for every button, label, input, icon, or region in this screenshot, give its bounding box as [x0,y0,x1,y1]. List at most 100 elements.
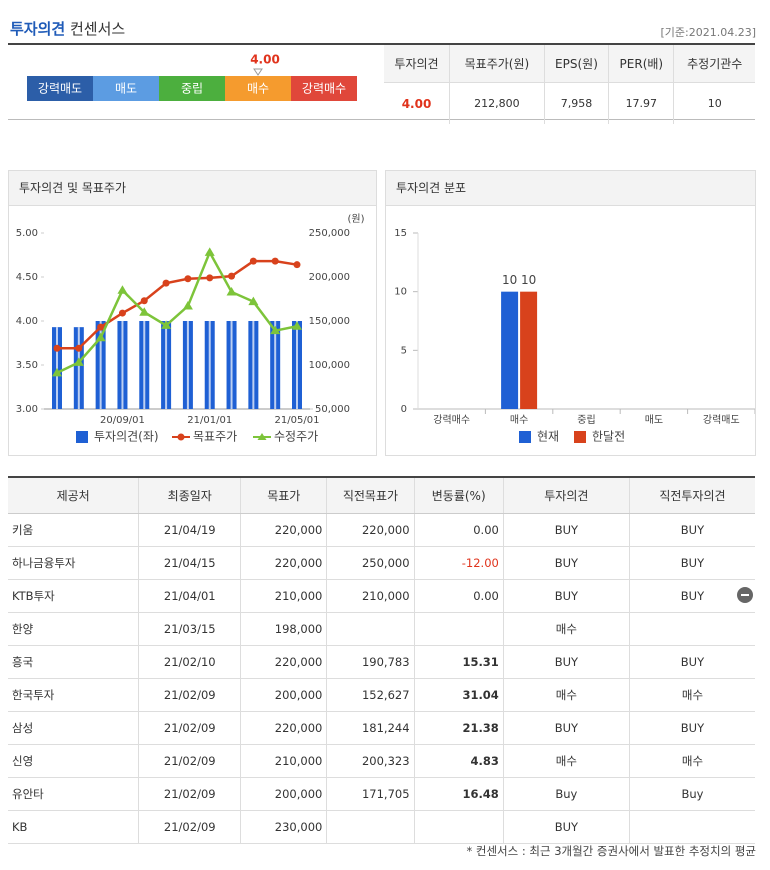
header-title: 투자의견 컨센서스 [10,18,125,39]
gauge-segment [225,76,291,101]
table-cell [413,612,504,646]
y2-tick-label: 50,000 [315,404,350,415]
table-cell: 신영 [8,744,139,778]
bar-shine [296,321,298,409]
table-cell: 매수 [628,678,755,712]
table-row: 하나금융투자 21/04/15 220,000 250,000 -12.00 BUY BUY [8,546,755,580]
table-cell: 220,000 [240,711,327,745]
summary-header-cell: EPS(원) [544,45,610,83]
legend-label: 한달전 [592,430,625,444]
line-marker [140,297,148,305]
table-cell: 190,783 [326,645,415,679]
line-marker [182,301,193,310]
bar-shine [252,321,255,409]
table-cell: KB [8,810,139,844]
summary-cell: 212,800 [449,82,545,124]
table-row: 흥국 21/02/10 220,000 190,783 15.31 BUY BUY [8,645,755,679]
line [56,249,298,375]
x-tick-label: 매도 [645,414,663,426]
y-tick-label: 5.00 [16,228,38,239]
summary-cell: 4.00 [384,82,450,124]
summary-cell: 7,958 [544,82,610,124]
broker-table: 제공처 최종일자 목표가 직전목표가 변동률(%) 투자의견 직전투자의견 키움 21/04/… [8,476,755,844]
gauge-pointer [253,68,263,76]
line-marker [73,357,84,366]
legend-swatch [519,431,531,443]
table-row: KB 21/02/09 230,000 BUY [8,810,755,844]
line-marker [53,344,61,352]
table-cell [326,810,415,844]
table-cell: 21/03/15 [138,612,241,646]
summary-table: 투자의견 목표주가(원) EPS(원) PER(배) 추정기관수 4.00 212,800… [384,45,755,124]
table-cell: BUY [628,711,755,745]
legend-marker [257,433,267,440]
y-tick-label: 3.50 [16,360,38,371]
title-highlight: 투자의견 [10,20,66,38]
chart-panel: 투자의견 분포 [385,170,756,456]
summary-header-cell: 투자의견 [384,45,450,83]
table-cell: -12.00 [413,546,504,580]
bar-shine [77,327,80,409]
line-marker [204,247,215,256]
y2-tick-label: 150,000 [309,316,350,327]
legend-swatch [76,431,88,443]
table-row: 키움 21/04/19 220,000 220,000 0.00 BUY BUY [8,513,755,547]
opinion-price-chart: 3.00 3.50 4.00 4.50 5.00 50,000 100,000 150,000… [16,213,365,444]
line-marker [226,286,237,296]
table-row: 한국투자 21/02/09 200,000 152,627 31.04 매수 매수 [8,678,755,712]
gauge-segment [291,76,357,101]
bar-shine [208,321,211,409]
table-cell: 200,323 [326,744,415,778]
gauge-label: 강력매수 [302,82,346,96]
line-marker [75,344,83,352]
icon-minus [741,594,749,596]
gauge: 강력매도 매도 중립 매수 강력매수 4.00 [27,53,357,101]
table-cell [326,612,415,646]
table-cell: 21/02/10 [138,645,241,679]
legend-label: 투자의견(좌) [94,430,159,444]
table-cell: 매수 [502,744,630,778]
y2-tick-label: 200,000 [309,272,350,283]
gauge-label: 중립 [181,82,203,96]
collapse-icon[interactable] [736,586,754,604]
bar-shine [121,321,124,409]
table-cell: 하나금융투자 [8,546,139,580]
table-cell: 매수 [502,612,630,646]
legend-label: 목표주가 [193,430,237,444]
gauge-label: 매도 [115,82,137,96]
line-marker [162,279,170,287]
table-row: KTB투자 21/04/01 210,000 210,000 0.00 BUY BUY [8,579,755,613]
gauge-label: 매수 [247,82,269,96]
table-cell: BUY [502,711,630,745]
bar-value-label: 10 [502,273,517,287]
table-cell: 21/04/15 [138,546,241,580]
table-header-cell: 목표가 [240,476,327,514]
summary-cell: 10 [707,97,722,110]
line-marker [271,257,279,265]
gauge-segment [93,76,159,101]
table-cell [628,810,755,844]
line-marker [161,320,172,329]
table-header-cell: 최종일자 [138,476,241,514]
x-tick-label: 매수 [510,414,528,426]
line-marker [249,257,257,265]
summary-header-cell: 목표주가(원) [449,45,545,83]
line-marker [206,274,214,282]
line-marker [139,307,150,316]
y-tick-label: 5 [401,345,407,356]
table-cell: 220,000 [240,546,327,580]
table-cell: 21/02/09 [138,711,241,745]
table-cell: KTB투자 [8,579,139,613]
table-cell: 31.04 [413,678,504,712]
table-cell: 210,000 [326,579,415,613]
table-cell: BUY [502,810,630,844]
table-header-cell: 제공처 [8,476,139,514]
table-header-cell: 변동률(%) [413,476,504,514]
table-cell: BUY [628,579,755,613]
line-marker [95,332,106,342]
table-cell: 한국투자 [8,678,139,712]
table-cell: 200,000 [240,777,327,811]
table-cell: 유안타 [8,777,139,811]
